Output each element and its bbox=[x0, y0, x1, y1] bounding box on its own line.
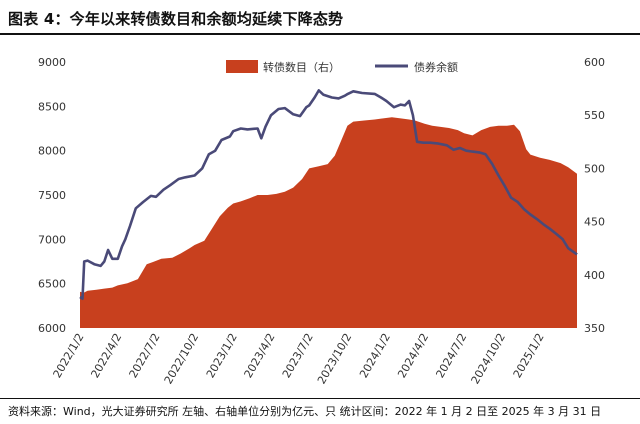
y-right-tick-label: 350 bbox=[584, 322, 605, 335]
y-right-tick-label: 450 bbox=[584, 216, 605, 229]
legend-label-count: 转债数目（右） bbox=[263, 60, 340, 74]
x-tick-label: 2022/4/2 bbox=[88, 331, 124, 380]
y-left-tick-label: 8500 bbox=[38, 100, 66, 113]
legend: 转债数目（右） 债券余额 bbox=[226, 60, 458, 74]
x-tick-label: 2023/1/2 bbox=[204, 331, 240, 380]
legend-swatch-count bbox=[226, 60, 258, 73]
y-right-tick-label: 400 bbox=[584, 269, 605, 282]
title-bar: 图表 4：今年以来转债数目和余额均延续下降态势 bbox=[0, 0, 640, 34]
x-tick-label: 2022/7/2 bbox=[127, 331, 163, 380]
footer-divider bbox=[0, 398, 640, 399]
series-area-count bbox=[80, 117, 577, 328]
x-tick-label: 2024/10/2 bbox=[469, 331, 508, 386]
plot-area bbox=[79, 89, 578, 328]
y-right-tick-label: 600 bbox=[584, 56, 605, 69]
source-note: 资料来源：Wind，光大证券研究所 左轴、右轴单位分别为亿元、只 统计区间：20… bbox=[8, 405, 602, 418]
x-tick-label: 2024/4/2 bbox=[395, 331, 431, 380]
x-tick-label: 2024/7/2 bbox=[433, 331, 469, 380]
x-tick-label: 2023/10/2 bbox=[315, 331, 354, 386]
x-tick-label: 2025/1/2 bbox=[511, 331, 547, 380]
x-tick-label: 2023/4/2 bbox=[242, 331, 278, 380]
chart: 6000 6500 7000 7500 8000 8500 9000 350 400 450 500… bbox=[38, 56, 605, 386]
y-left-tick-label: 6500 bbox=[38, 278, 66, 291]
x-tick-label: 2022/1/2 bbox=[51, 331, 87, 380]
y-right-tick-label: 500 bbox=[584, 162, 605, 175]
y-right-tick-label: 550 bbox=[584, 109, 605, 122]
x-tick-label: 2024/1/2 bbox=[357, 331, 393, 380]
x-tick-label: 2022/10/2 bbox=[162, 331, 201, 386]
series-line-balance bbox=[79, 89, 578, 300]
y-left-tick-label: 6000 bbox=[38, 322, 66, 335]
page-title: 图表 4：今年以来转债数目和余额均延续下降态势 bbox=[8, 10, 344, 28]
legend-label-balance: 债券余额 bbox=[414, 60, 458, 74]
y-left-tick-label: 7500 bbox=[38, 189, 66, 202]
y-left-tick-label: 7000 bbox=[38, 233, 66, 246]
title-divider bbox=[0, 33, 640, 35]
y-left-tick-label: 8000 bbox=[38, 145, 66, 158]
x-tick-label: 2023/7/2 bbox=[280, 331, 316, 380]
y-left-tick-label: 9000 bbox=[38, 56, 66, 69]
